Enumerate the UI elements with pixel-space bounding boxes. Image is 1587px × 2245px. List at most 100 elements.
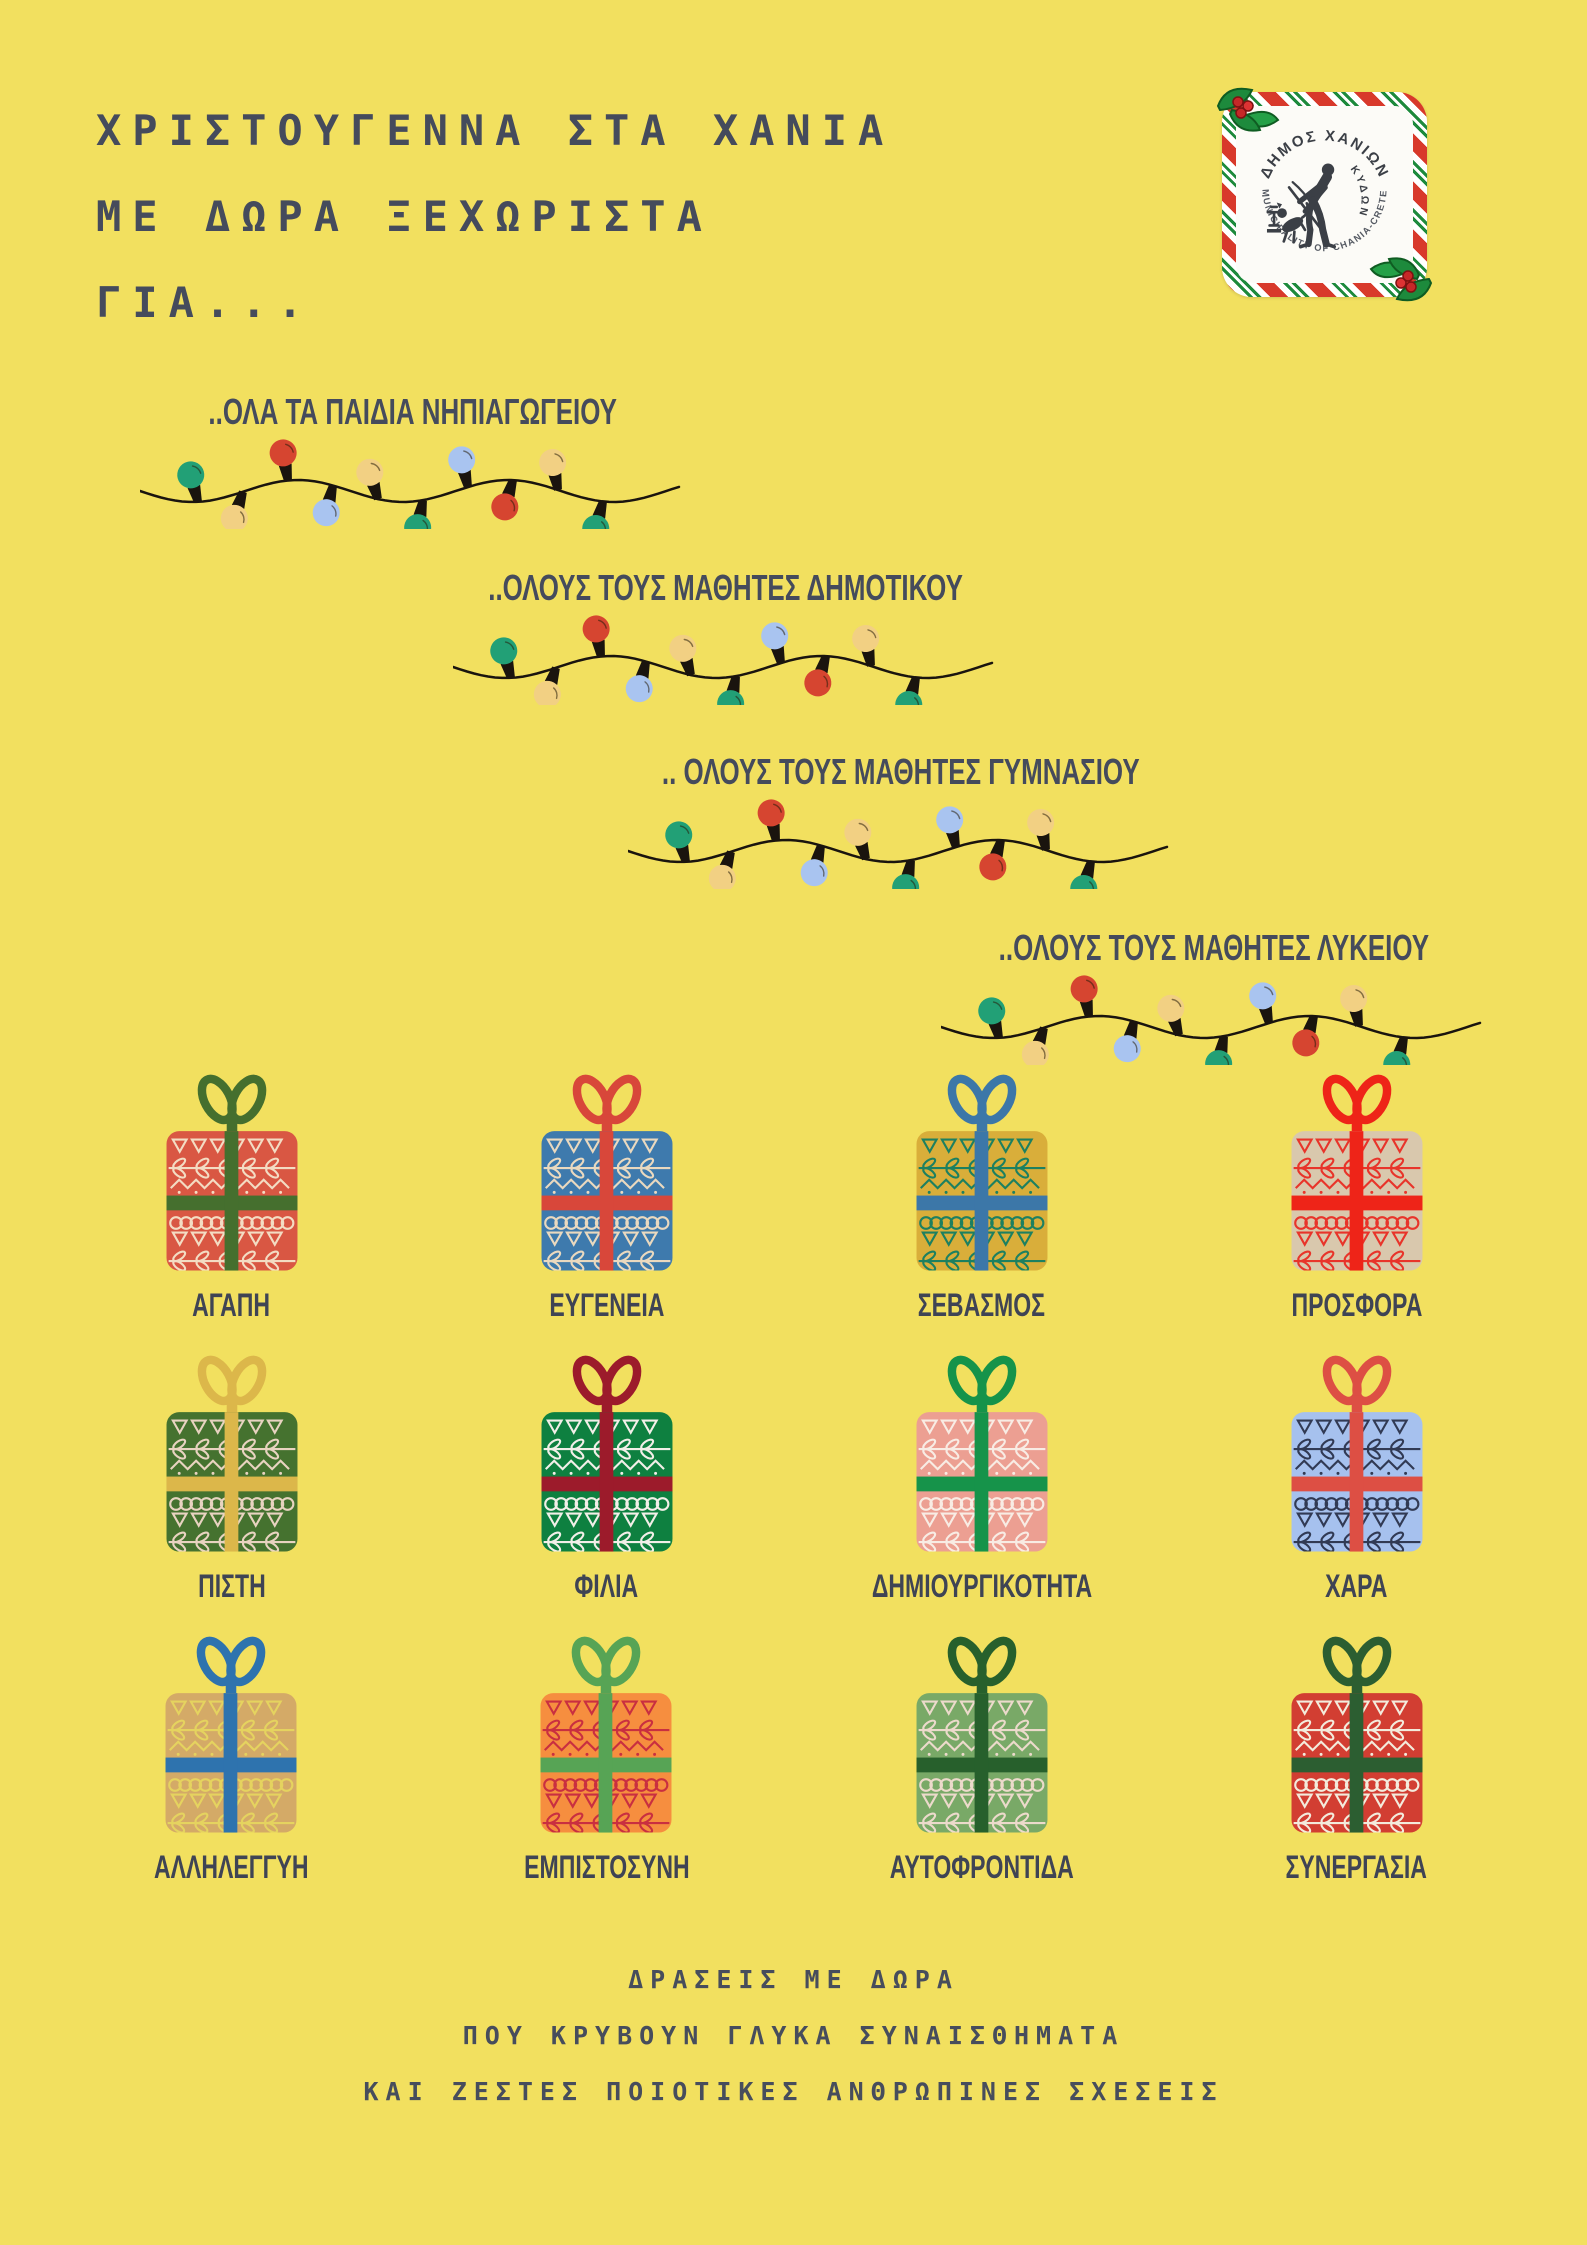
gift-empistosyni: ΕΜΠΙΣΤΟΣΥΝΗ [492,1634,722,1885]
gift-label: ΣΥΝΕΡΓΑΣΙΑ [1285,1849,1428,1885]
audience-high-school: ..ΟΛΟΥΣ ΤΟΥΣ ΜΑΘΗΤΕΣ ΛΥΚΕΙΟΥ [941,926,1486,1065]
logo-separator-dot-right: · [1383,188,1387,202]
gift-box-icon [1291,1074,1422,1271]
light-bulb [582,615,610,658]
light-bulb [1113,1020,1141,1063]
gift-box-icon [916,1636,1047,1833]
light-bulb [491,478,519,521]
light-bulb [356,458,384,501]
gift-evgeneia: ΕΥΓΕΝΕΙΑ [527,1072,687,1323]
gift-box-icon [541,1074,672,1271]
light-bulb [800,844,828,887]
light-bulb [978,997,1006,1039]
light-bulb [1383,1036,1411,1065]
logo-figure-man-and-dog [1266,163,1337,249]
light-bulb [448,446,476,488]
footer-line-3: ΚΑΙ ΖΕΣΤΕΣ ΠΟΙΟΤΙΚΕΣ ΑΝΘΡΩΠΙΝΕΣ ΣΧΕΣΕΙΣ [363,2077,1224,2106]
gift-agapi: ΑΓΑΠΗ [158,1072,306,1323]
gift-box-icon [916,1074,1047,1271]
light-bulb [669,634,697,677]
light-bulb [717,675,745,705]
gift-allilengyi: ΑΛΛΗΛΕΓΓΥΗ [124,1634,339,1885]
light-bulb [404,499,432,529]
municipality-logo: ΔΗΜΟΣ ΧΑΝΙΩΝ MUNICIPALITY OF CHANIA-CRET… [1216,87,1433,302]
light-bulb [1021,1026,1049,1065]
gift-box-icon [1291,1636,1422,1833]
light-string-illustration [628,799,1169,889]
light-bulb [665,821,693,863]
light-bulb [582,500,610,529]
light-bulb [220,490,248,529]
gift-xara: ΧΑΡΑ [1283,1353,1431,1604]
light-bulb [1249,982,1277,1024]
light-bulb [936,806,964,848]
gift-box-icon [916,1355,1047,1552]
gift-box-icon [166,1355,297,1552]
light-bulb [490,637,518,679]
audience-kindergarten: ..ΟΛΑ ΤΑ ΠΑΙΔΙΑ ΝΗΠΙΑΓΩΓΕΙΟΥ [140,390,685,529]
page-title: ΧΡΙΣΤΟΥΓΕΝΝΑ ΣΤΑ ΧΑΝΙΑ ΜΕ ΔΩΡΑ ΞΕΧΩΡΙΣΤΑ… [96,88,894,346]
light-bulb [895,676,923,705]
title-line-3: ΓΙΑ... [96,278,314,327]
light-bulb [1340,985,1368,1027]
light-bulb [312,484,340,527]
audience-primary-school: ..ΟΛΟΥΣ ΤΟΥΣ ΜΑΘΗΤΕΣ ΔΗΜΟΤΙΚΟΥ [453,566,998,705]
audience-label: ..ΟΛΟΥΣ ΤΟΥΣ ΜΑΘΗΤΕΣ ΔΗΜΟΤΙΚΟΥ [488,567,963,608]
light-bulb [1157,994,1185,1037]
footer-line-1: ΔΡΑΣΕΙΣ ΜΕ ΔΩΡΑ [628,1965,959,1994]
audience-middle-school: .. ΟΛΟΥΣ ΤΟΥΣ ΜΑΘΗΤΕΣ ΓΥΜΝΑΣΙΟΥ [628,750,1173,889]
gift-grid: ΑΓΑΠΗ ΕΥΓΕΝΕΙΑ ΣΕΒΑΣΜΟΣ ΠΡΟΣΦΟΡΑ ΠΙΣΤΗ Φ… [44,1072,1544,1885]
gift-label: ΠΙΣΤΗ [197,1568,266,1604]
gift-label: ΣΕΒΑΣΜΟΣ [917,1287,1046,1323]
title-line-1: ΧΡΙΣΤΟΥΓΕΝΝΑ ΣΤΑ ΧΑΝΙΑ [96,106,895,155]
light-bulb [1070,860,1098,889]
footer-line-2: ΠΟΥ ΚΡΥΒΟΥΝ ΓΛΥΚΑ ΣΥΝΑΙΣΘΗΜΑΤΑ [462,2021,1125,2050]
holly-decoration-icon [1369,257,1433,302]
gift-box-icon [541,1355,672,1552]
gift-label: ΠΡΟΣΦΟΡΑ [1291,1287,1422,1323]
light-string-illustration [941,975,1482,1065]
light-bulb [761,622,789,664]
light-string-illustration [453,615,994,705]
gift-label: ΑΥΤΟΦΡΟΝΤΙΔΑ [889,1849,1074,1885]
gift-box-icon [1291,1355,1422,1552]
gift-pisti: ΠΙΣΤΗ [158,1353,306,1604]
light-bulb [533,666,561,705]
gift-label: ΕΜΠΙΣΤΟΣΥΝΗ [523,1849,690,1885]
light-bulb [177,461,205,503]
logo-separator-dot-left: · [1261,188,1265,202]
gift-label: ΑΓΑΠΗ [192,1287,271,1323]
light-bulb [757,799,785,842]
light-bulb [1070,975,1098,1018]
logo-seal: ΔΗΜΟΣ ΧΑΝΙΩΝ MUNICIPALITY OF CHANIA-CRET… [1236,106,1413,283]
gift-autofrontida: ΑΥΤΟΦΡΟΝΤΙΔΑ [854,1634,1110,1885]
gift-filia: ΦΙΛΙΑ [533,1353,681,1604]
audience-label: ..ΟΛΟΥΣ ΤΟΥΣ ΜΑΘΗΤΕΣ ΛΥΚΕΙΟΥ [998,927,1429,968]
light-bulb [892,859,920,889]
light-bulb [708,850,736,889]
light-bulb [1027,809,1055,851]
light-bulb [844,818,872,861]
light-bulb [804,654,832,697]
gift-sevasmos: ΣΕΒΑΣΜΟΣ [893,1072,1070,1323]
footer-text: ΔΡΑΣΕΙΣ ΜΕ ΔΩΡΑ ΠΟΥ ΚΡΥΒΟΥΝ ΓΛΥΚΑ ΣΥΝΑΙΣ… [0,1952,1587,2120]
light-bulb [539,449,567,491]
light-string-illustration [140,439,681,529]
gift-box-icon [541,1636,672,1833]
gift-label: ΔΗΜΙΟΥΡΓΙΚΟΤΗΤΑ [871,1568,1092,1604]
gift-label: ΧΑΡΑ [1325,1568,1388,1604]
gift-prosfora: ΠΡΟΣΦΟΡΑ [1266,1072,1448,1323]
light-bulb [269,439,297,482]
holly-decoration-icon [1216,87,1280,132]
light-bulb [852,625,880,667]
gift-dimiourgikotita: ΔΗΜΙΟΥΡΓΙΚΟΤΗΤΑ [829,1353,1135,1604]
gift-label: ΕΥΓΕΝΕΙΑ [549,1287,664,1323]
audience-label: ..ΟΛΑ ΤΑ ΠΑΙΔΙΑ ΝΗΠΙΑΓΩΓΕΙΟΥ [208,391,617,432]
light-bulb [1205,1035,1233,1065]
logo-ring-side-text: ΚΥΔΩΝ [1348,164,1371,220]
light-bulb [1292,1014,1320,1057]
audience-label: .. ΟΛΟΥΣ ΤΟΥΣ ΜΑΘΗΤΕΣ ΓΥΜΝΑΣΙΟΥ [661,751,1140,792]
logo-seal-svg: ΔΗΜΟΣ ΧΑΝΙΩΝ MUNICIPALITY OF CHANIA-CRET… [1257,127,1390,253]
gift-box-icon [166,1074,297,1271]
